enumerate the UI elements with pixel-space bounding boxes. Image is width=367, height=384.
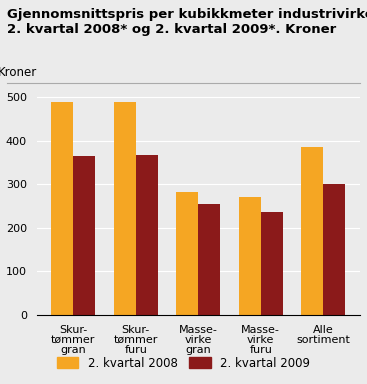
Bar [323, 184, 345, 315]
Bar [136, 155, 157, 315]
Bar [301, 147, 323, 315]
Text: Gjennomsnittspris per kubikkmeter industrivirke for salg.
2. kvartal 2008* og 2.: Gjennomsnittspris per kubikkmeter indust… [7, 8, 367, 36]
Legend: 2. kvartal 2008, 2. kvartal 2009: 2. kvartal 2008, 2. kvartal 2009 [52, 352, 315, 374]
Bar [73, 156, 95, 315]
Text: Kroner: Kroner [0, 66, 37, 79]
Bar [239, 197, 261, 315]
Bar [176, 192, 198, 315]
Bar [114, 102, 136, 315]
Bar [198, 204, 220, 315]
Bar [51, 102, 73, 315]
Bar [261, 212, 283, 315]
